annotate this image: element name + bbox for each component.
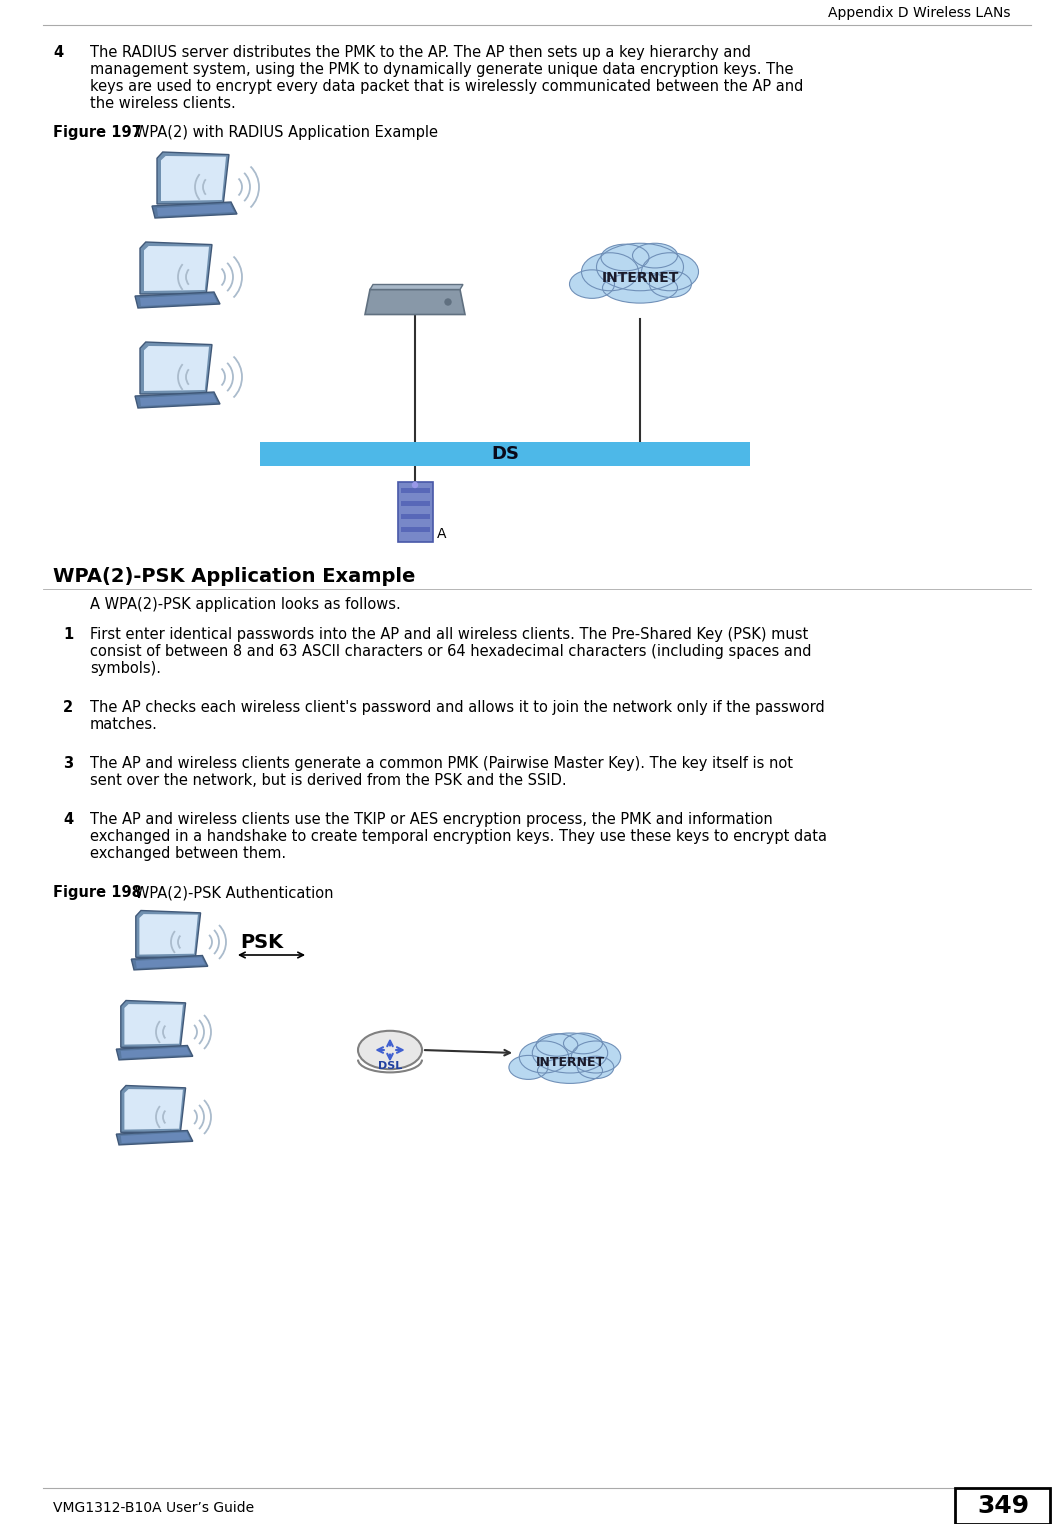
Ellipse shape — [509, 1056, 547, 1079]
Ellipse shape — [536, 1033, 578, 1056]
Polygon shape — [135, 293, 220, 308]
Text: DS: DS — [491, 445, 519, 463]
Text: The AP and wireless clients use the TKIP or AES encryption process, the PMK and : The AP and wireless clients use the TKIP… — [90, 812, 773, 828]
Polygon shape — [157, 204, 234, 216]
Text: keys are used to encrypt every data packet that is wirelessly communicated betwe: keys are used to encrypt every data pack… — [90, 79, 804, 94]
Polygon shape — [121, 1000, 186, 1047]
Polygon shape — [140, 341, 212, 395]
Circle shape — [412, 483, 418, 488]
Ellipse shape — [538, 1058, 603, 1084]
Ellipse shape — [563, 1033, 603, 1053]
Polygon shape — [161, 155, 226, 201]
Ellipse shape — [603, 273, 677, 303]
Polygon shape — [136, 957, 205, 968]
Bar — [398, 482, 433, 543]
Ellipse shape — [358, 1030, 422, 1070]
Text: Figure 198: Figure 198 — [53, 885, 141, 901]
Text: A WPA(2)-PSK application looks as follows.: A WPA(2)-PSK application looks as follow… — [90, 597, 401, 613]
Text: Appendix D Wireless LANs: Appendix D Wireless LANs — [827, 6, 1010, 20]
Ellipse shape — [533, 1033, 608, 1073]
Polygon shape — [116, 1045, 192, 1059]
Bar — [401, 501, 429, 506]
Ellipse shape — [632, 244, 677, 268]
Polygon shape — [124, 1090, 183, 1129]
Polygon shape — [140, 294, 217, 306]
Text: 3: 3 — [63, 756, 73, 771]
Ellipse shape — [571, 1041, 621, 1073]
Bar — [401, 527, 429, 532]
Text: INTERNET: INTERNET — [536, 1056, 605, 1070]
Text: DSL: DSL — [377, 1061, 402, 1071]
Text: 2: 2 — [63, 700, 73, 715]
Polygon shape — [157, 152, 229, 204]
Ellipse shape — [581, 253, 639, 291]
Polygon shape — [140, 395, 217, 405]
Text: PSK: PSK — [240, 933, 283, 952]
Text: exchanged in a handshake to create temporal encryption keys. They use these keys: exchanged in a handshake to create tempo… — [90, 829, 827, 844]
Text: exchanged between them.: exchanged between them. — [90, 846, 286, 861]
Text: 349: 349 — [977, 1494, 1029, 1518]
Polygon shape — [116, 1131, 192, 1145]
Polygon shape — [121, 1132, 190, 1143]
Ellipse shape — [596, 244, 684, 291]
Polygon shape — [121, 1047, 190, 1058]
FancyBboxPatch shape — [955, 1487, 1050, 1524]
Bar — [260, 442, 750, 466]
Polygon shape — [124, 1004, 183, 1044]
Ellipse shape — [601, 244, 649, 271]
Text: INTERNET: INTERNET — [602, 271, 678, 285]
Text: The AP and wireless clients generate a common PMK (Pairwise Master Key). The key: The AP and wireless clients generate a c… — [90, 756, 793, 771]
Polygon shape — [152, 203, 237, 218]
Text: 4: 4 — [63, 812, 73, 828]
Bar — [401, 514, 429, 520]
Text: WPA(2)-PSK Authentication: WPA(2)-PSK Authentication — [121, 885, 334, 901]
Polygon shape — [132, 956, 207, 969]
Ellipse shape — [649, 271, 691, 297]
Polygon shape — [144, 245, 209, 291]
Polygon shape — [370, 285, 463, 290]
Bar — [401, 488, 429, 492]
Polygon shape — [140, 242, 212, 294]
Polygon shape — [139, 914, 198, 954]
Text: WPA(2) with RADIUS Application Example: WPA(2) with RADIUS Application Example — [121, 125, 438, 140]
Text: Figure 197: Figure 197 — [53, 125, 141, 140]
Text: the wireless clients.: the wireless clients. — [90, 96, 236, 111]
Polygon shape — [136, 910, 201, 957]
Polygon shape — [144, 346, 209, 392]
Ellipse shape — [520, 1041, 569, 1073]
Text: The RADIUS server distributes the PMK to the AP. The AP then sets up a key hiera: The RADIUS server distributes the PMK to… — [90, 46, 750, 59]
Text: sent over the network, but is derived from the PSK and the SSID.: sent over the network, but is derived fr… — [90, 773, 567, 788]
Polygon shape — [135, 392, 220, 408]
Text: consist of between 8 and 63 ASCII characters or 64 hexadecimal characters (inclu: consist of between 8 and 63 ASCII charac… — [90, 645, 811, 658]
Text: First enter identical passwords into the AP and all wireless clients. The Pre-Sh: First enter identical passwords into the… — [90, 626, 808, 642]
Text: management system, using the PMK to dynamically generate unique data encryption : management system, using the PMK to dyna… — [90, 62, 793, 78]
Text: The AP checks each wireless client's password and allows it to join the network : The AP checks each wireless client's pas… — [90, 700, 825, 715]
Ellipse shape — [570, 270, 614, 299]
Ellipse shape — [641, 253, 698, 291]
Text: A: A — [437, 527, 446, 541]
Polygon shape — [365, 290, 465, 314]
Ellipse shape — [577, 1056, 613, 1079]
Polygon shape — [121, 1085, 186, 1132]
Circle shape — [445, 299, 451, 305]
Text: matches.: matches. — [90, 716, 158, 732]
Text: WPA(2)-PSK Application Example: WPA(2)-PSK Application Example — [53, 567, 416, 587]
Text: symbols).: symbols). — [90, 661, 161, 677]
Text: VMG1312-B10A User’s Guide: VMG1312-B10A User’s Guide — [53, 1501, 254, 1515]
Text: 4: 4 — [53, 46, 63, 59]
Text: 1: 1 — [63, 626, 73, 642]
